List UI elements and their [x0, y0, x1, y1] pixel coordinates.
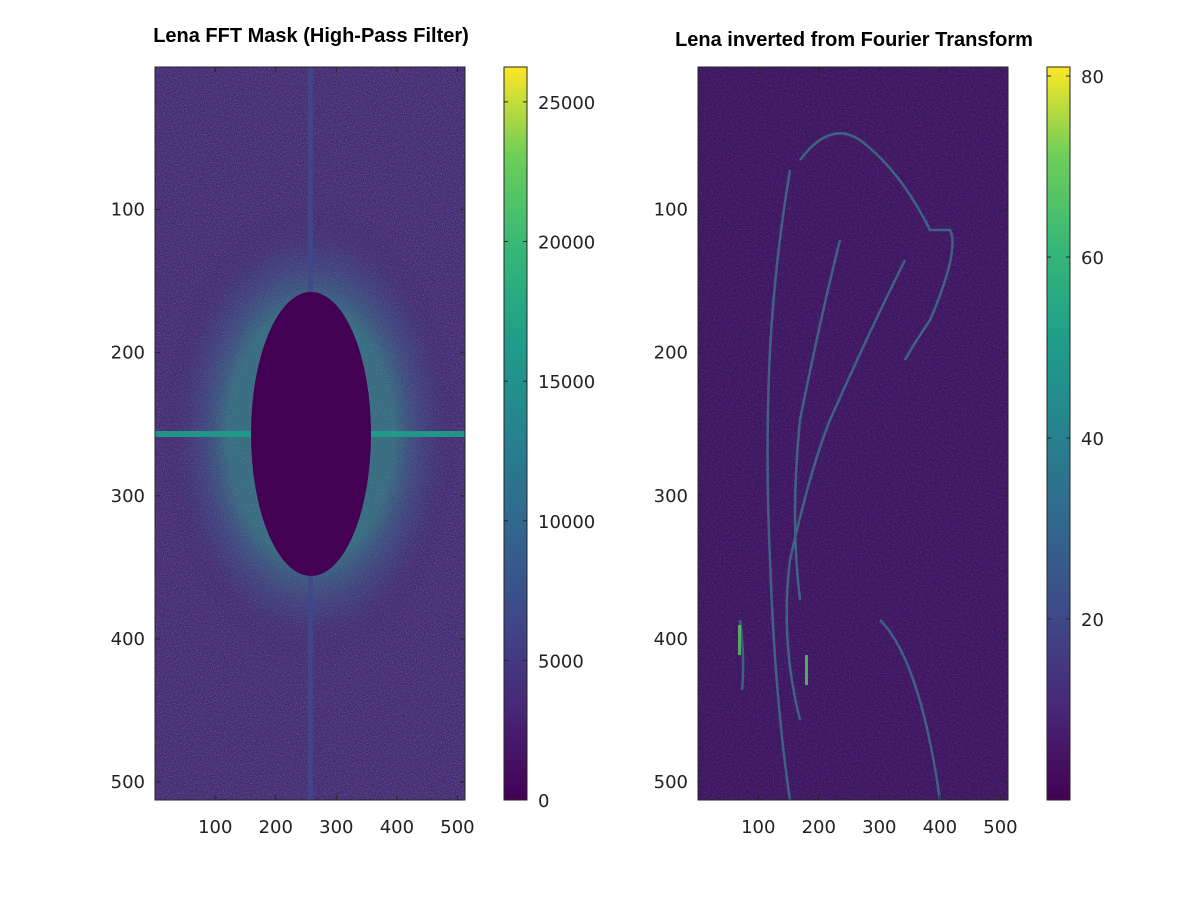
colorbar-tick-label: 5000 [538, 651, 584, 672]
x-tick-label: 100 [741, 817, 775, 838]
y-tick-label: 200 [111, 343, 145, 364]
plot1-image [155, 67, 465, 800]
y-tick-label: 300 [111, 486, 145, 507]
x-tick-label: 500 [983, 817, 1017, 838]
x-tick-label: 400 [923, 817, 957, 838]
x-tick-label: 100 [198, 817, 232, 838]
plot2-image [698, 67, 1008, 800]
colorbar-tick-label: 25000 [538, 93, 595, 114]
fft-mask-plot: Lena FFT Mask (High-Pass Filter) 100 200 3… [111, 25, 596, 838]
colorbar-tick-label: 15000 [538, 372, 595, 393]
colorbar-tick-label: 80 [1081, 67, 1104, 88]
colorbar-tick-label: 60 [1081, 248, 1104, 269]
x-tick-label: 200 [802, 817, 836, 838]
y-tick-label: 100 [654, 199, 688, 220]
x-tick-label: 200 [259, 817, 293, 838]
plot1-colorbar [504, 67, 527, 800]
y-tick-label: 400 [111, 629, 145, 650]
y-tick-label: 500 [111, 772, 145, 793]
y-tick-label: 500 [654, 772, 688, 793]
plot1-title: Lena FFT Mask (High-Pass Filter) [153, 25, 469, 47]
colorbar-tick-label: 20 [1081, 610, 1104, 631]
inverted-plot: Lena inverted from Fourier Transform 100… [654, 29, 1104, 838]
y-tick-label: 300 [654, 486, 688, 507]
x-tick-label: 300 [319, 817, 353, 838]
colorbar-tick-label: 40 [1081, 429, 1104, 450]
x-tick-label: 300 [862, 817, 896, 838]
x-tick-label: 400 [380, 817, 414, 838]
y-tick-label: 400 [654, 629, 688, 650]
colorbar-tick-label: 20000 [538, 233, 595, 254]
y-tick-label: 200 [654, 343, 688, 364]
plot2-title: Lena inverted from Fourier Transform [675, 29, 1033, 51]
mask-ellipse [251, 292, 371, 576]
x-tick-label: 500 [440, 817, 474, 838]
colorbar-tick-label: 0 [538, 791, 549, 812]
colorbar-tick-label: 10000 [538, 512, 595, 533]
y-tick-label: 100 [111, 199, 145, 220]
plot2-colorbar [1047, 67, 1070, 800]
